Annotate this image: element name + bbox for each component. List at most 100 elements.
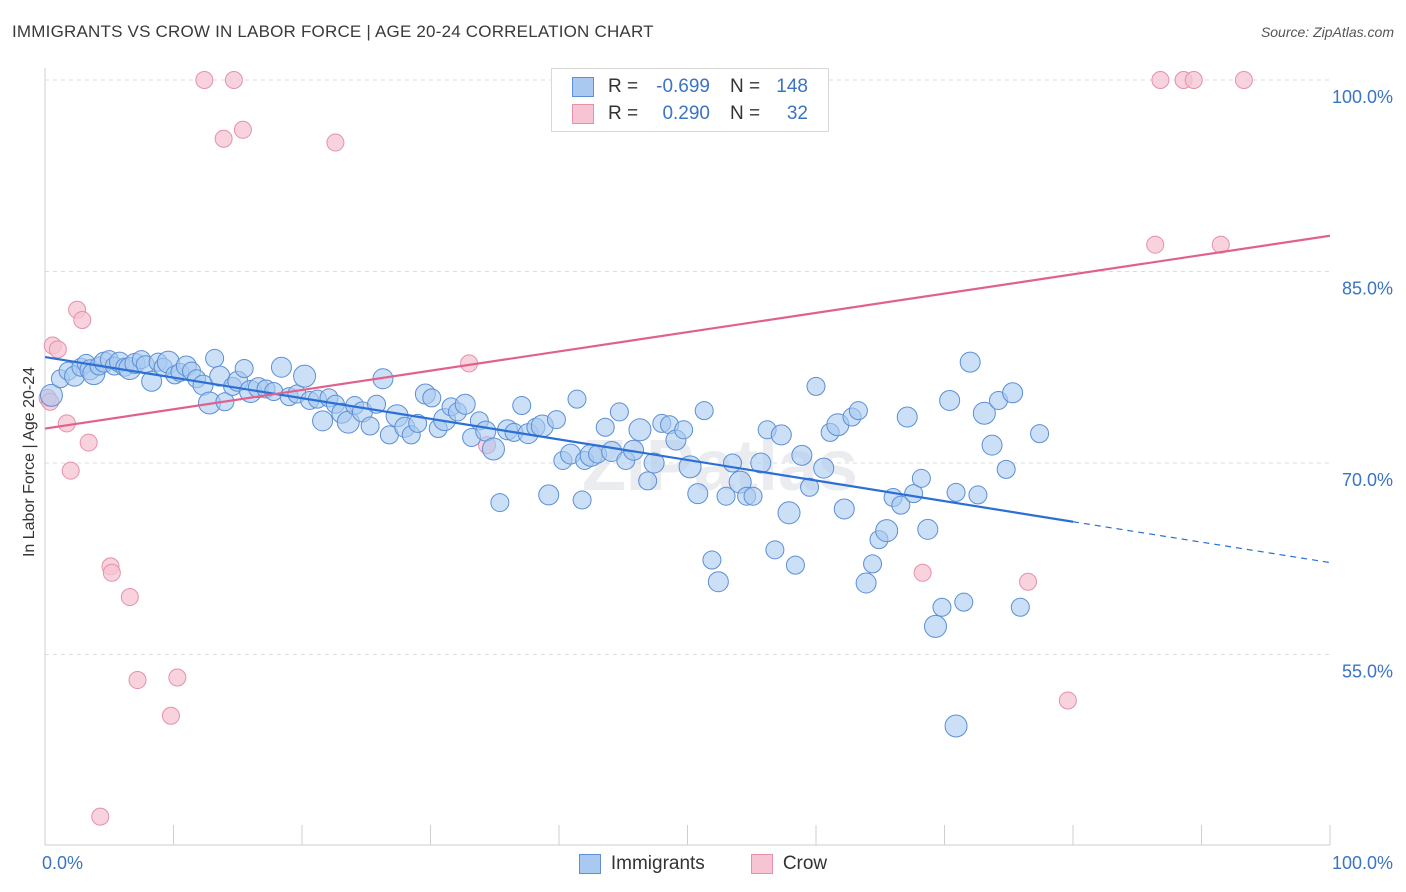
crow-point <box>1234 71 1253 89</box>
immigrants-point <box>546 410 566 430</box>
legend-item-immigrants: Immigrants <box>578 853 705 875</box>
immigrants-point <box>490 493 510 513</box>
immigrants-point <box>1002 382 1024 404</box>
crow-swatch <box>750 854 773 874</box>
immigrants-point <box>638 471 658 491</box>
crow-point <box>233 120 252 139</box>
immigrants-point <box>833 498 855 520</box>
immigrants-point <box>454 393 476 415</box>
correlation-legend: R = -0.699 N = 148 R = 0.290 N = 32 <box>551 68 829 132</box>
y-axis-label: In Labor Force | Age 20-24 <box>21 367 38 557</box>
immigrants-point <box>674 420 694 440</box>
legend-label-crow: Crow <box>782 853 828 874</box>
immigrants-point <box>39 383 63 407</box>
n-label: N = <box>730 76 761 97</box>
immigrants-point <box>981 434 1003 456</box>
n-label: N = <box>730 103 761 124</box>
legend-item-crow: Crow <box>750 853 828 875</box>
y-tick-label: 85.0% <box>1342 279 1393 299</box>
immigrants-point <box>791 444 813 466</box>
axes <box>44 68 1331 846</box>
crow-point <box>326 133 345 152</box>
y-tick-label: 55.0% <box>1342 662 1393 682</box>
crow-point <box>120 588 139 607</box>
immigrants-point <box>408 413 428 433</box>
r-label: R = <box>608 76 639 97</box>
crow-point <box>91 807 110 826</box>
crow-point <box>224 71 243 89</box>
n-value: 148 <box>776 76 808 97</box>
crow-point <box>61 461 80 480</box>
immigrants-point <box>968 485 988 505</box>
series-immigrants <box>39 348 1050 738</box>
immigrants-swatch <box>578 854 601 874</box>
r-label: R = <box>608 103 639 124</box>
immigrants-point <box>481 437 505 461</box>
immigrants-point <box>707 571 729 593</box>
immigrants-point <box>891 495 911 515</box>
immigrants-trend-extension <box>1072 521 1331 564</box>
immigrants-point <box>765 540 785 560</box>
immigrants-point <box>572 490 592 510</box>
immigrants-point <box>743 486 763 506</box>
immigrants-point <box>946 482 966 502</box>
immigrants-point <box>896 406 918 428</box>
crow-point <box>102 563 121 582</box>
immigrants-point <box>911 468 931 488</box>
legend-row-immigrants: R = -0.699 N = 148 <box>572 75 808 99</box>
immigrants-point <box>512 396 532 416</box>
immigrants-point <box>312 410 334 432</box>
crow-swatch <box>572 104 594 124</box>
crow-point <box>168 668 187 687</box>
r-value: -0.699 <box>656 76 710 97</box>
immigrants-point <box>750 452 772 474</box>
immigrants-point <box>996 459 1016 479</box>
crow-point <box>913 563 932 582</box>
crow-point <box>214 129 233 148</box>
immigrants-point <box>954 592 974 612</box>
immigrants-point <box>716 486 736 506</box>
immigrants-point <box>770 424 792 446</box>
immigrants-point <box>924 614 948 638</box>
immigrants-point <box>932 597 952 617</box>
immigrants-point <box>904 484 924 504</box>
y-tick-label: 70.0% <box>1342 470 1393 490</box>
immigrants-point <box>702 550 722 570</box>
crow-trend-line <box>44 234 1331 430</box>
immigrants-point <box>694 401 714 421</box>
r-value: 0.290 <box>662 103 710 124</box>
immigrants-point <box>270 356 292 378</box>
immigrants-point <box>538 484 560 506</box>
crow-point <box>1184 71 1203 89</box>
immigrants-point <box>609 402 629 422</box>
series-legend: Immigrants Crow <box>0 853 1406 875</box>
immigrants-point <box>855 572 877 594</box>
immigrants-point <box>360 416 380 436</box>
immigrants-point <box>1030 424 1050 444</box>
immigrants-point <box>848 401 868 421</box>
immigrants-point <box>687 483 709 505</box>
n-value: 32 <box>786 103 808 124</box>
crow-point <box>195 71 214 89</box>
crow-point <box>1151 71 1170 89</box>
immigrants-point <box>863 554 883 574</box>
immigrants-point <box>939 389 961 411</box>
x-tick-label: 0.0% <box>42 853 83 873</box>
immigrants-point <box>567 389 587 409</box>
crow-point <box>161 706 180 725</box>
crow-point <box>128 671 147 690</box>
immigrants-point <box>205 348 225 368</box>
immigrants-point <box>944 714 968 738</box>
immigrants-trend-line <box>44 355 1074 523</box>
crow-point <box>79 433 98 452</box>
chart-title: IMMIGRANTS VS CROW IN LABOR FORCE | AGE … <box>12 22 654 41</box>
immigrants-point <box>917 518 939 540</box>
crow-point <box>1146 235 1165 254</box>
immigrants-point <box>141 370 163 392</box>
immigrants-point <box>800 477 820 497</box>
immigrants-point <box>785 555 805 575</box>
immigrants-point <box>422 388 442 408</box>
immigrants-point <box>972 401 996 425</box>
immigrants-point <box>722 453 742 473</box>
